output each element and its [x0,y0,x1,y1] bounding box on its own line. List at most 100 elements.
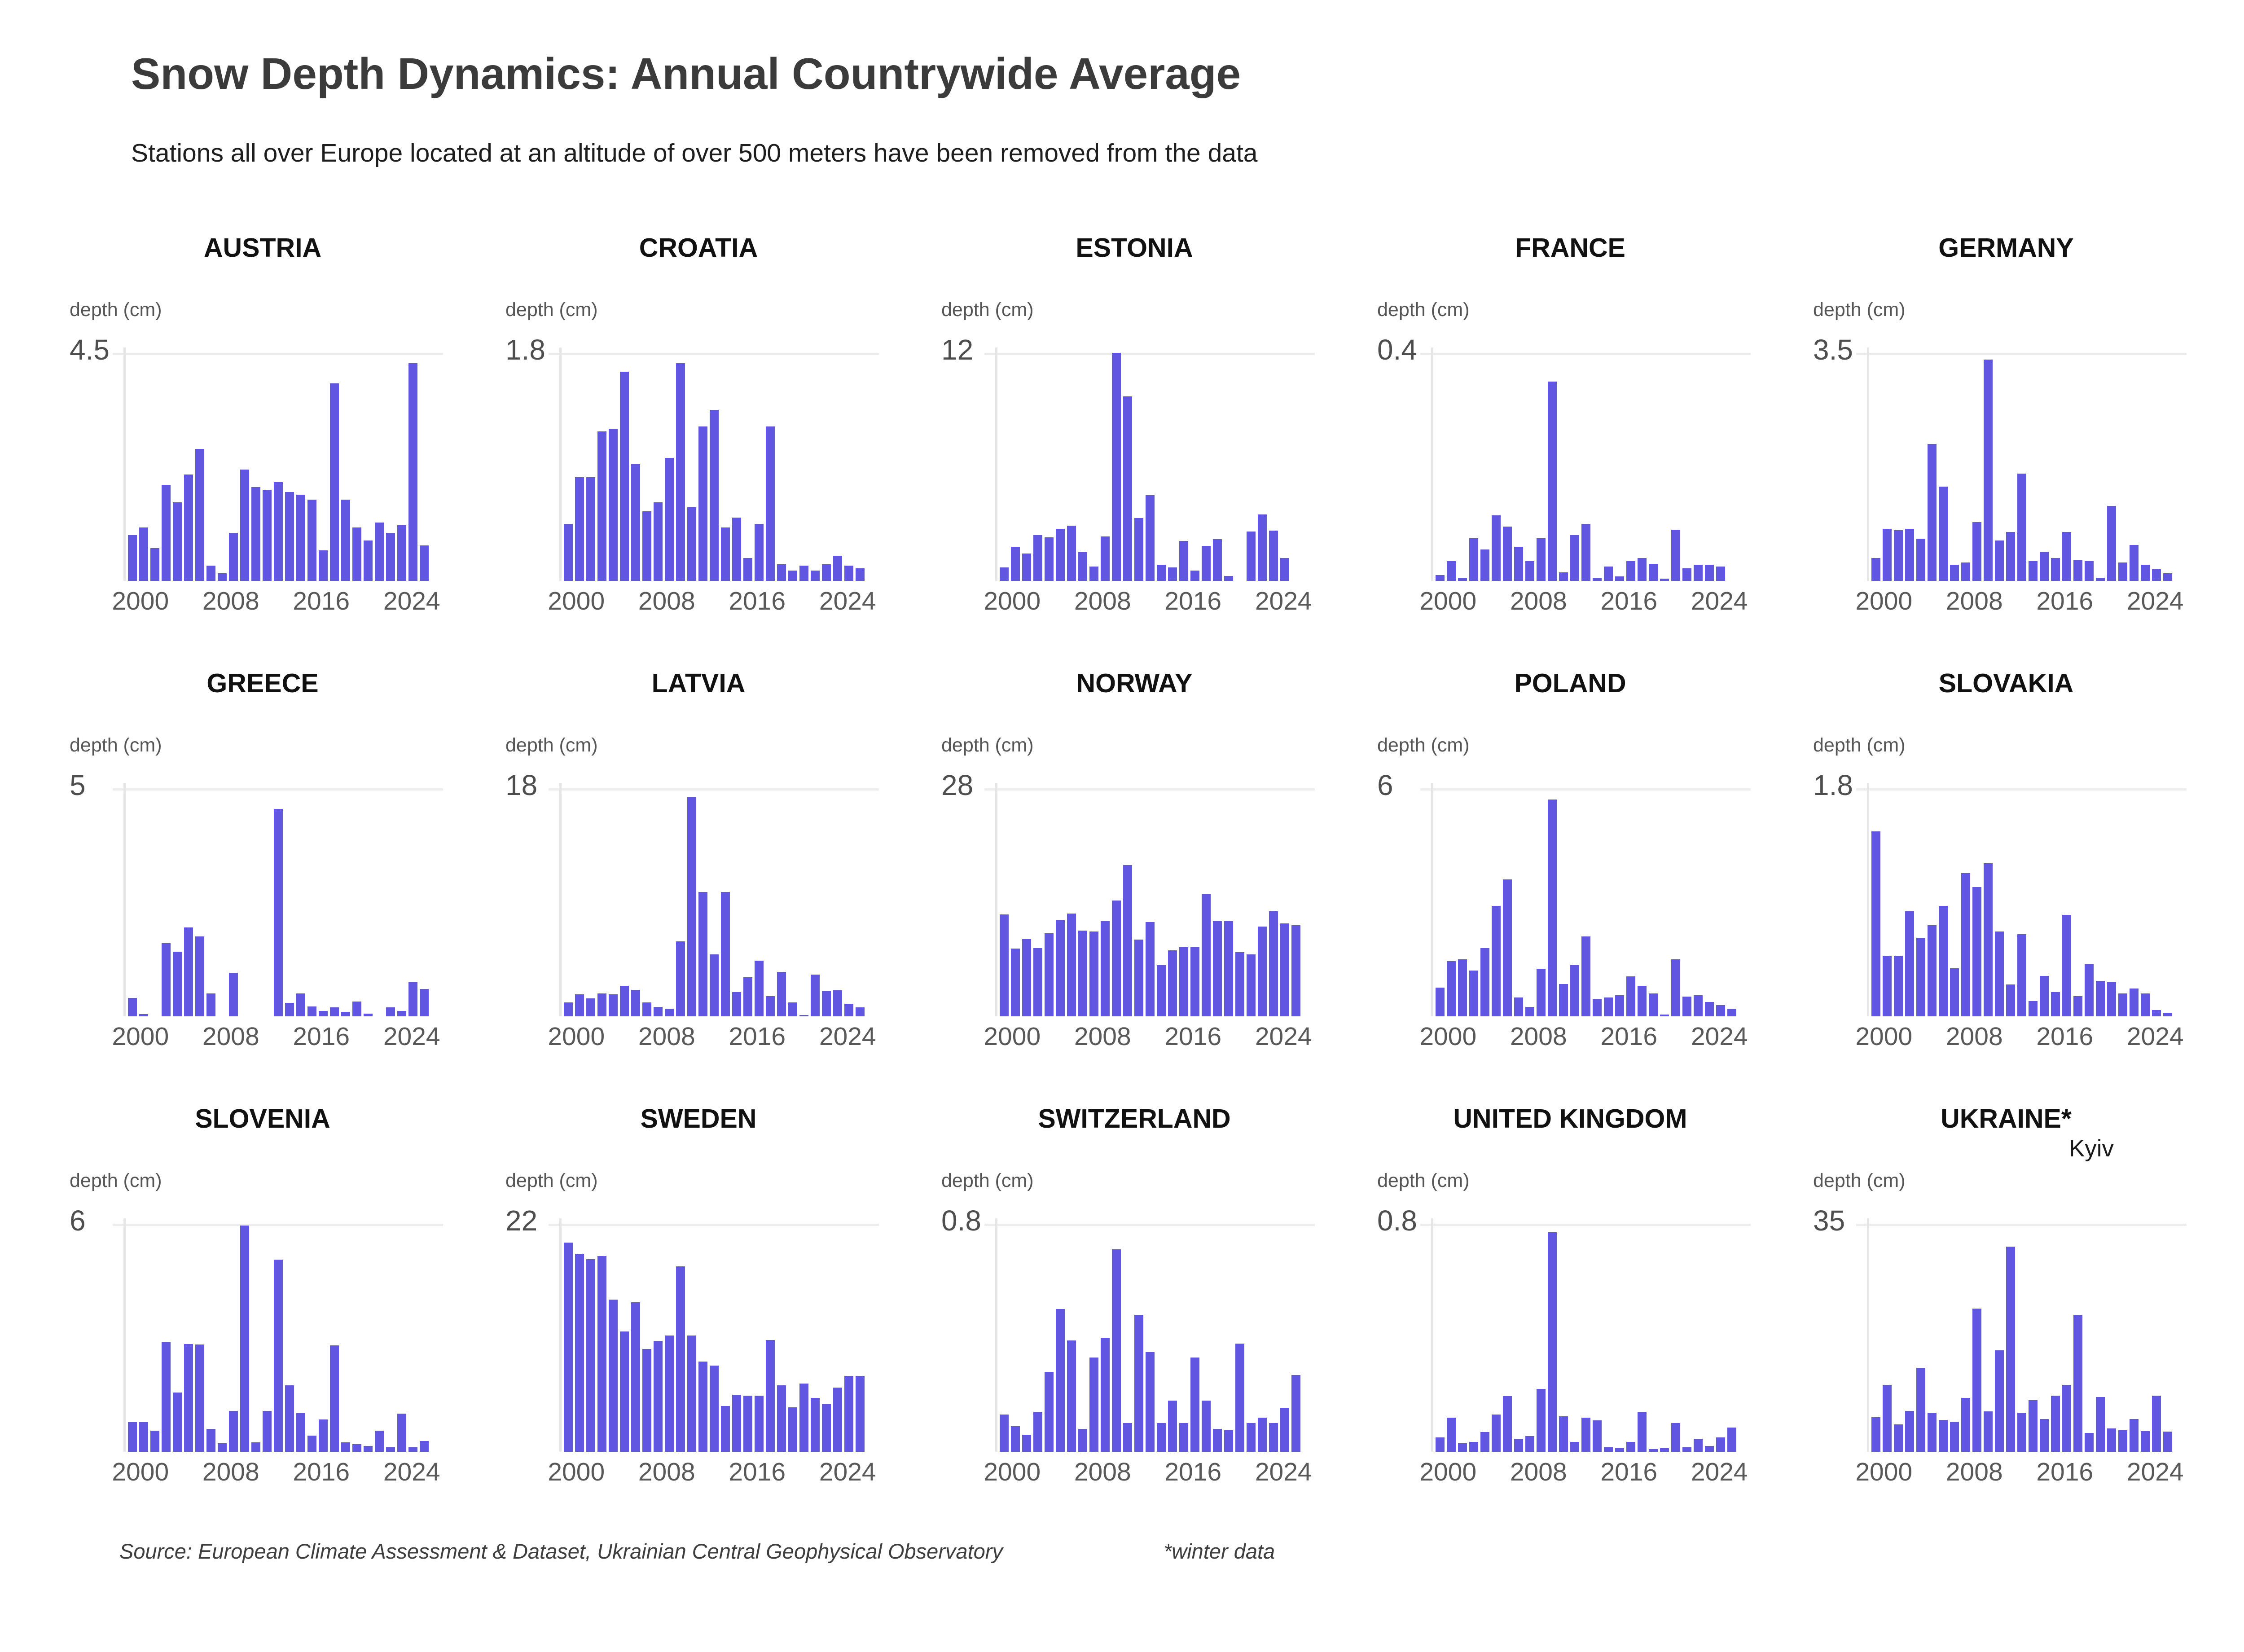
top-gridline [1420,353,1751,355]
bar-2013 [721,527,730,581]
bar-2005 [1503,527,1512,581]
bar-2021 [1247,532,1256,581]
bar-2000 [1447,961,1456,1016]
x-tick-2016: 2016 [1164,587,1222,615]
chart-estonia: ESTONIA depth (cm) 12 2000 2008 2016 2024 [937,224,1323,660]
bar-1999 [128,535,137,581]
bar-1999 [1000,914,1009,1016]
y-axis-line [559,783,562,1016]
plot-area [1420,347,1751,581]
winter-data-note: *winter data [1164,1539,1275,1563]
bar-2021 [811,975,820,1016]
plot-area [113,1218,443,1452]
bar-2006 [1514,1439,1523,1452]
bar-2010 [1559,572,1568,581]
bar-2018 [341,1012,350,1016]
bar-2025 [1727,1428,1736,1452]
bar-2004 [1492,515,1501,581]
bar-2016 [755,961,764,1016]
y-axis-label: depth (cm) [1377,734,1470,756]
bar-2015 [1179,947,1188,1016]
bar-2004 [184,1344,193,1452]
bar-2012 [1581,936,1590,1016]
x-axis-ticks: 2000 2008 2016 2024 [112,1457,440,1493]
bar-2013 [2029,561,2038,581]
x-tick-2016: 2016 [1600,1458,1658,1486]
x-tick-2008: 2008 [1074,1022,1131,1051]
chart-poland: POLAND depth (cm) 6 2000 2008 2016 2024 [1373,660,1759,1095]
plot-area [549,347,879,581]
y-axis-line [123,347,126,581]
y-axis-line [1867,347,1869,581]
bar-2016 [755,524,764,581]
bar-2009 [240,470,249,581]
bar-2001 [586,998,595,1016]
x-tick-2016: 2016 [2036,1458,2094,1486]
bar-2017 [330,1345,339,1452]
bar-2016 [319,1011,328,1016]
x-tick-2008: 2008 [1510,1022,1567,1051]
bar-2002 [1905,1411,1914,1452]
bar-2008 [665,1009,674,1016]
bar-2005 [1939,487,1948,581]
x-tick-2008: 2008 [202,587,259,615]
y-max-tick-label: 1.8 [1813,769,1853,801]
chart-croatia: CROATIA depth (cm) 1.8 2000 2008 2016 2024 [501,224,887,660]
bar-2009 [1112,901,1121,1016]
bar-2001 [1022,939,1031,1016]
x-axis-ticks: 2000 2008 2016 2024 [112,1022,440,1058]
y-max-tick-label: 3.5 [1813,334,1853,366]
bar-1999 [1436,1437,1445,1452]
bar-2006 [1078,552,1087,581]
chart-united-kingdom: UNITED KINGDOM depth (cm) 0.8 2000 2008 2016 2… [1373,1095,1759,1531]
x-tick-2000: 2000 [984,1458,1041,1486]
country-title: CROATIA [639,233,758,263]
bar-2017 [2073,1315,2082,1452]
bar-2012 [2017,474,2026,581]
bar-2024 [408,982,417,1016]
bar-2021 [811,1398,820,1452]
bar-2011 [263,1411,272,1452]
bar-1999 [1436,575,1445,581]
bar-2013 [1593,578,1602,581]
bar-2003 [1916,539,1925,581]
bar-2018 [2085,964,2094,1016]
bar-2022 [386,1447,395,1452]
bar-2025 [2163,1432,2172,1452]
bar-2022 [2130,545,2139,581]
bar-2006 [206,1429,215,1452]
bar-2015 [2051,992,2060,1016]
bar-2024 [2152,1010,2161,1016]
bar-2003 [1480,948,1489,1016]
bar-2001 [1458,578,1467,581]
bar-2001 [586,1259,595,1452]
bar-2024 [1280,1408,1289,1452]
bar-2010 [251,487,260,581]
y-axis-line [123,1218,126,1452]
bar-2015 [1615,1448,1624,1452]
bar-2011 [1570,535,1579,581]
bar-2014 [296,1413,305,1452]
bar-2008 [229,533,238,581]
bar-2000 [575,1254,584,1452]
bar-2022 [1694,995,1703,1016]
bar-2021 [375,1431,384,1452]
x-tick-2008: 2008 [638,1458,695,1486]
bar-2022 [1258,1418,1267,1452]
bar-2009 [1112,1249,1121,1452]
bar-2004 [1056,529,1065,581]
plot-area [549,1218,879,1452]
bar-2009 [1984,1411,1993,1452]
bar-2001 [1894,956,1903,1016]
bar-2005 [631,1302,640,1452]
bar-2012 [710,410,719,581]
bar-2024 [1280,558,1289,581]
top-gridline [113,353,443,355]
country-title: GREECE [206,668,319,698]
bar-2000 [1447,1418,1456,1452]
bar-2005 [1939,906,1948,1016]
bar-2015 [1179,1423,1188,1452]
bar-2019 [788,571,797,581]
x-tick-2008: 2008 [202,1458,259,1486]
bar-2000 [1011,1426,1020,1452]
